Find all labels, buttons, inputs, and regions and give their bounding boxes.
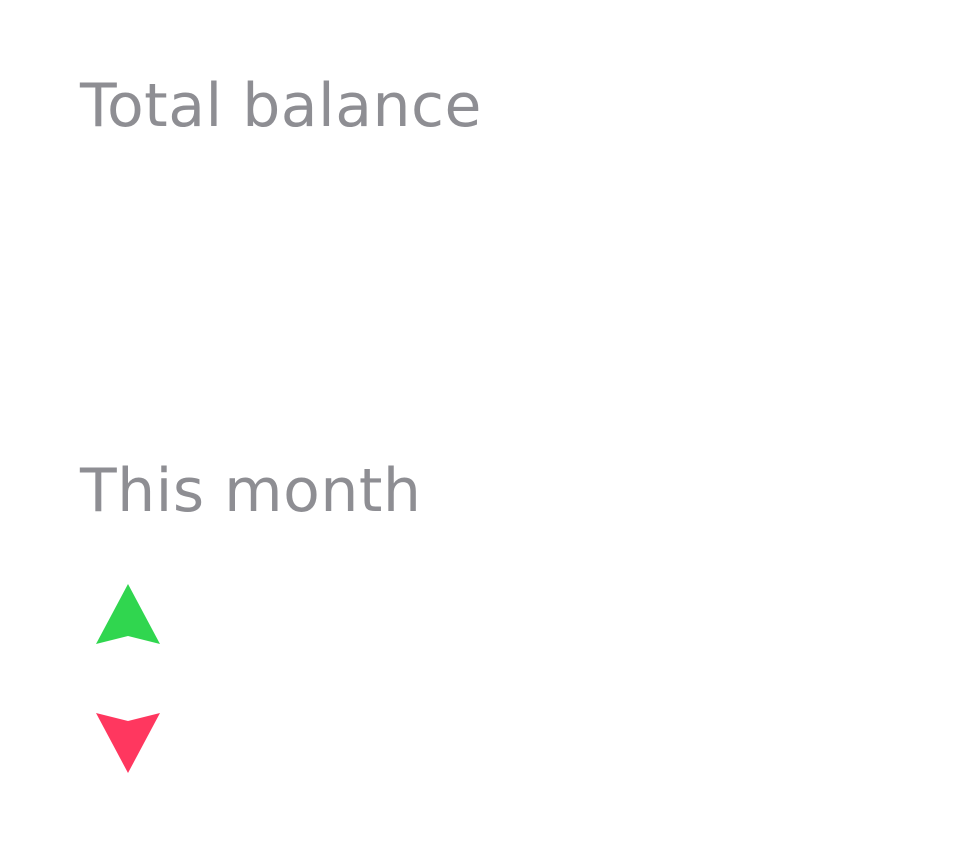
arrow-up-icon <box>96 584 160 644</box>
expense-arrow-down-icon <box>96 713 160 773</box>
total-balance-label: Total balance <box>80 71 482 141</box>
this-month-label: This month <box>80 456 422 526</box>
income-arrow-up-icon <box>96 584 160 644</box>
arrow-down-icon <box>96 713 160 773</box>
